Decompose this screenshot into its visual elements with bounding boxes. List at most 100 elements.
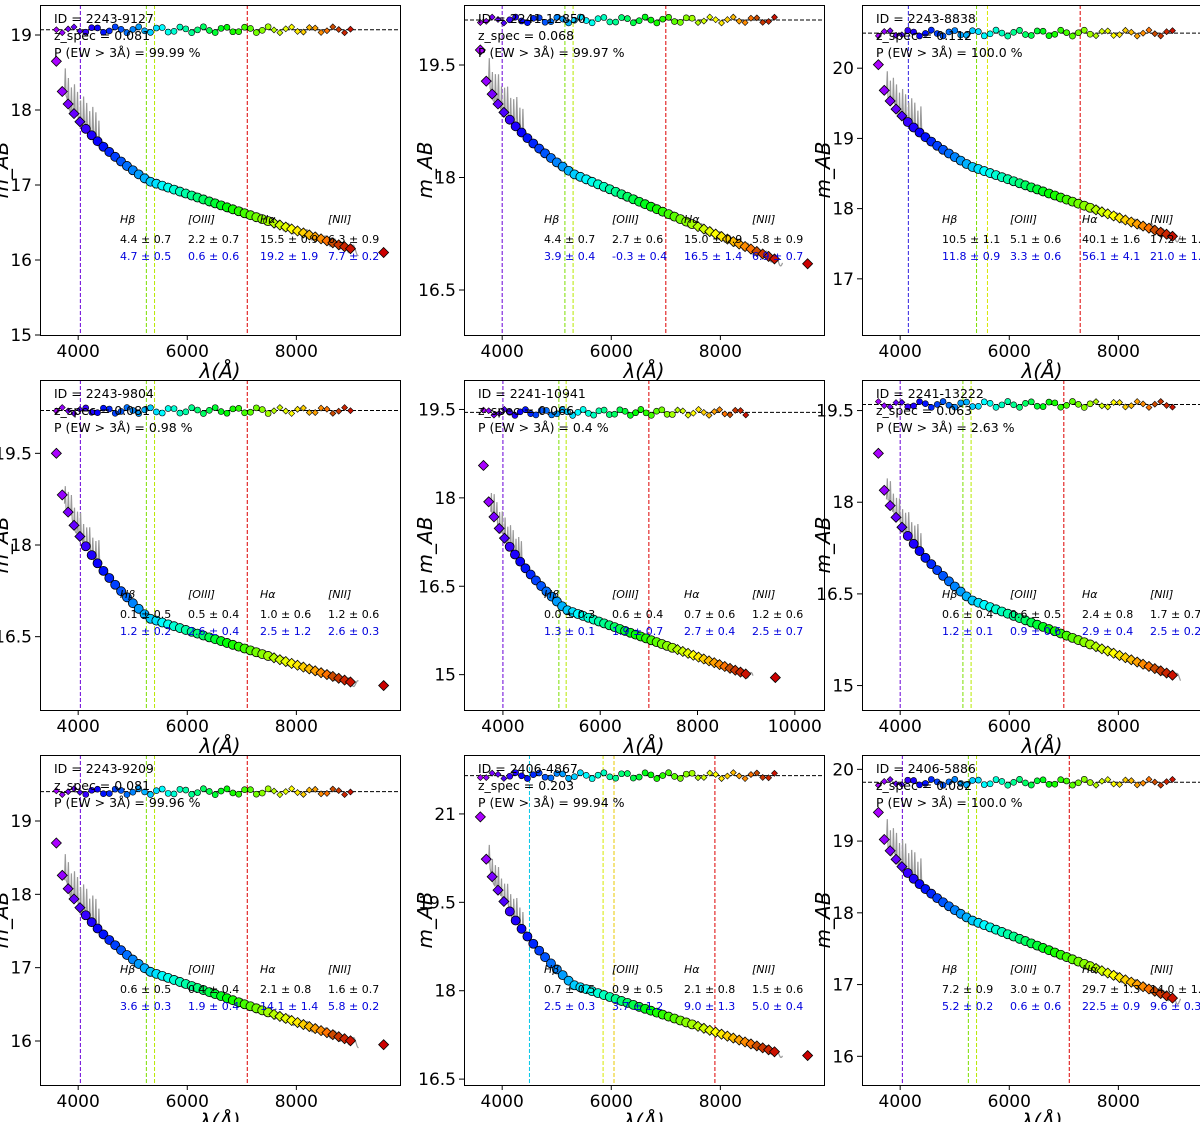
photometry-point xyxy=(522,931,533,942)
photometry-point xyxy=(890,511,902,523)
residual-point xyxy=(1075,401,1082,408)
residual-point xyxy=(951,27,959,34)
residual-point xyxy=(1016,775,1023,783)
object-id: ID = 2241-12850 xyxy=(478,11,586,26)
photometry-point xyxy=(339,241,351,253)
residual-point xyxy=(600,406,608,414)
residual-point xyxy=(992,776,1000,783)
residual-point xyxy=(700,408,708,416)
residual-point xyxy=(341,404,349,411)
residual-point xyxy=(1133,398,1141,406)
y-axis-label: m_AB xyxy=(413,892,437,949)
redshift-label: z_spec = 0.068 xyxy=(478,28,574,43)
photometry-point xyxy=(520,563,531,574)
residual-point xyxy=(58,29,66,37)
y-tick-label: 19.5 xyxy=(816,402,854,422)
photometry-point xyxy=(878,84,890,96)
x-axis-label: λ(Å) xyxy=(622,734,664,758)
predicted-ew: 5.8 ± 0.2 xyxy=(328,1000,379,1013)
photometry-point xyxy=(745,1038,757,1050)
line-header: Hβ xyxy=(942,963,957,976)
residual-point xyxy=(741,19,749,27)
photometry-point xyxy=(474,44,486,56)
photometry-point xyxy=(68,108,80,120)
plot-frame xyxy=(40,380,401,711)
residual-point xyxy=(939,32,947,40)
line-header: [OIII] xyxy=(188,588,215,601)
predicted-ew: 19.2 ± 1.9 xyxy=(260,250,318,263)
photometry-point xyxy=(516,923,527,934)
object-id: ID = 2406-5886 xyxy=(876,761,976,776)
residual-point xyxy=(141,788,148,796)
residual-point xyxy=(588,775,596,782)
residual-point xyxy=(1004,32,1012,40)
residual-point xyxy=(611,410,618,418)
residual-point xyxy=(1145,404,1153,411)
residual-point xyxy=(488,13,496,21)
line-header: [OIII] xyxy=(188,963,215,976)
residual-point xyxy=(594,771,602,779)
y-tick-label: 17 xyxy=(10,176,32,196)
residual-point xyxy=(129,26,137,33)
residual-point xyxy=(1151,778,1159,786)
residual-point xyxy=(741,775,749,782)
photometry-point xyxy=(116,586,126,597)
photometry-point xyxy=(127,598,138,609)
photometry-point xyxy=(50,447,62,459)
residual-point xyxy=(1063,777,1070,785)
line-header: [NII] xyxy=(328,963,351,976)
panel-9: 4000 6000 8000 16 17 18 19 20 λ(Å) m_AB ID = 2406-… xyxy=(811,755,1200,1122)
residual-point xyxy=(253,404,260,412)
residual-point xyxy=(276,404,284,411)
photometry-point xyxy=(872,59,884,71)
photometry-point xyxy=(534,945,545,956)
residual-point xyxy=(1151,30,1159,38)
x-tick-label: 6000 xyxy=(988,342,1031,362)
x-tick-label: 6000 xyxy=(988,1092,1031,1112)
residual-point xyxy=(1069,398,1076,405)
residual-point xyxy=(1010,779,1017,786)
residual-point xyxy=(753,14,761,22)
residual-point xyxy=(945,401,953,409)
y-tick-label: 19.5 xyxy=(418,400,456,420)
residual-point xyxy=(94,785,101,793)
photometry-point xyxy=(74,530,86,543)
residual-point xyxy=(506,772,514,780)
residual-point xyxy=(135,410,143,417)
residual-point xyxy=(641,13,649,21)
residual-point xyxy=(975,776,982,784)
predicted-ew: 5.2 ± 0.2 xyxy=(942,1000,993,1013)
residual-point xyxy=(569,412,576,419)
y-tick-label: 19.5 xyxy=(418,893,456,913)
residual-point xyxy=(618,770,625,778)
photometry-point xyxy=(1137,658,1149,670)
measured-ew: 17.2 ± 1.2 xyxy=(1150,233,1200,246)
photometry-point xyxy=(896,861,908,873)
redshift-label: z_spec = 0.081 xyxy=(54,778,150,793)
predicted-ew: 2.6 ± 0.3 xyxy=(328,625,379,638)
residual-point xyxy=(495,409,503,417)
residual-point xyxy=(682,14,690,22)
spectrum-line xyxy=(885,478,1182,681)
residual-point xyxy=(1086,400,1094,408)
y-axis-label: m_AB xyxy=(0,517,13,574)
residual-point xyxy=(299,28,307,36)
photometry-point xyxy=(315,667,327,679)
photometry-point xyxy=(896,521,908,533)
residual-point xyxy=(1045,32,1053,39)
measured-ew: 1.7 ± 0.7 xyxy=(1150,608,1200,621)
photometry-point xyxy=(768,1046,781,1058)
photometry-point xyxy=(86,917,97,928)
residual-point xyxy=(123,29,131,37)
residual-point xyxy=(1092,781,1100,789)
residual-point xyxy=(986,399,994,407)
residual-point xyxy=(928,776,935,783)
photometry-point xyxy=(268,1008,280,1020)
measured-ew: 0.7 ± 0.5 xyxy=(544,983,595,996)
x-tick-label: 8000 xyxy=(275,1092,318,1112)
residual-point xyxy=(600,769,608,777)
panel-6: 4000 6000 8000 15 16.5 18 19.5 λ(Å) m_AB ID = 224… xyxy=(811,380,1200,758)
residual-point xyxy=(1028,32,1035,39)
residual-point xyxy=(742,411,750,419)
predicted-ew: 5.0 ± 0.4 xyxy=(752,1000,803,1013)
